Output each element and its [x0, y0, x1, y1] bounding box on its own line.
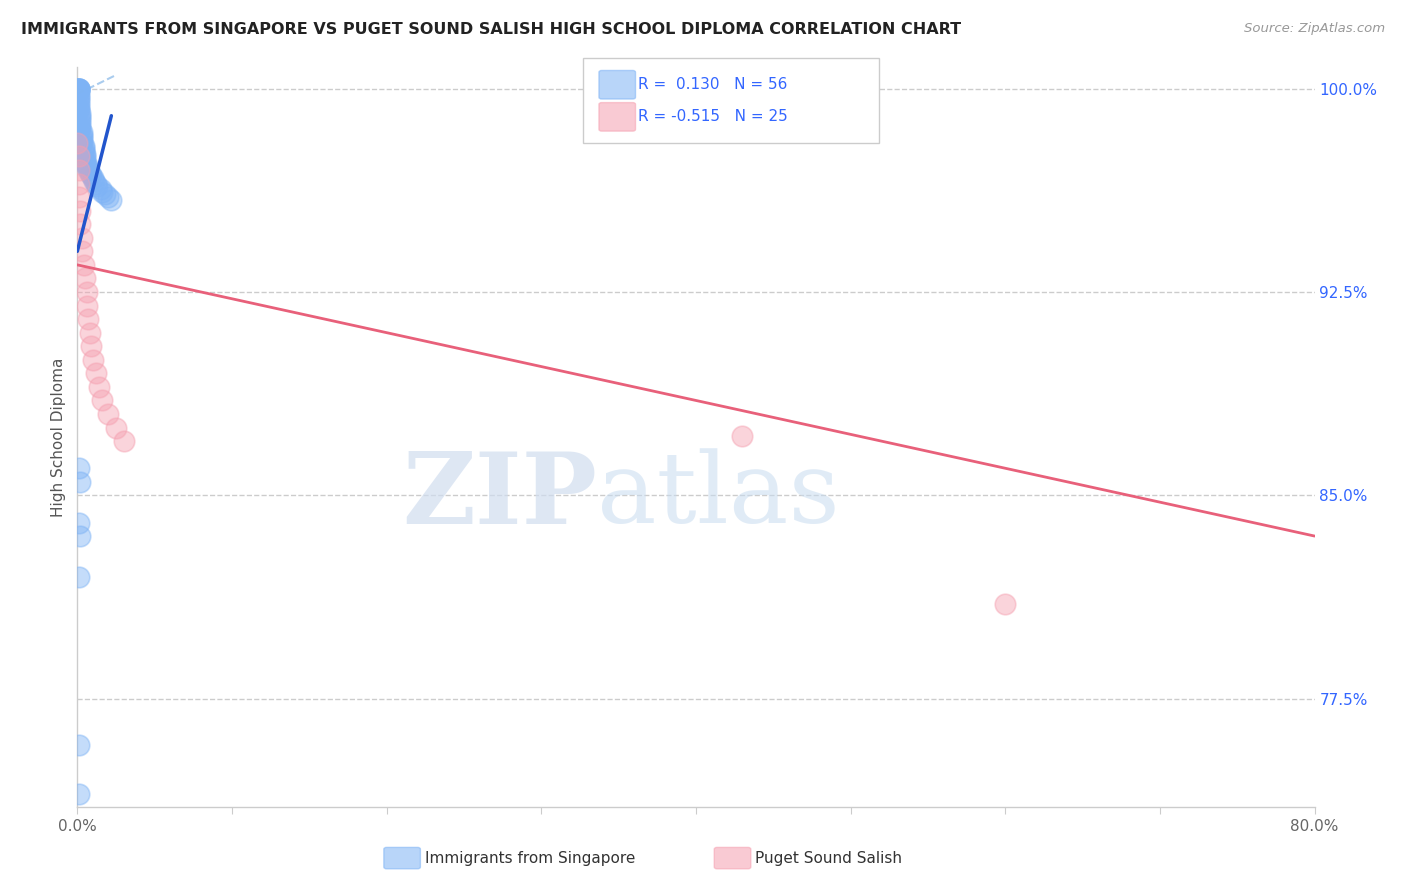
- Point: [67, 81, 90, 95]
- Point: [66, 81, 89, 95]
- Text: Puget Sound Salish: Puget Sound Salish: [755, 851, 903, 865]
- Point: [66, 136, 89, 150]
- Point: [69, 475, 91, 489]
- Point: [70, 128, 93, 142]
- Point: [112, 434, 135, 449]
- Point: [994, 597, 1017, 611]
- Point: [69, 122, 91, 136]
- Point: [72, 258, 94, 272]
- Point: [69, 529, 91, 543]
- Point: [97, 190, 120, 204]
- Point: [75, 146, 96, 161]
- Point: [67, 101, 90, 115]
- Point: [76, 160, 98, 174]
- Point: [86, 179, 108, 194]
- Point: [76, 285, 98, 299]
- Point: [731, 428, 754, 442]
- Point: [91, 185, 114, 199]
- Point: [70, 244, 93, 259]
- Point: [67, 787, 90, 801]
- Point: [87, 380, 110, 394]
- Point: [69, 217, 91, 231]
- Point: [67, 570, 90, 584]
- Point: [75, 271, 96, 285]
- Point: [91, 393, 114, 408]
- Point: [79, 326, 101, 340]
- Point: [67, 81, 90, 95]
- Point: [69, 203, 91, 218]
- Text: R = -0.515   N = 25: R = -0.515 N = 25: [638, 110, 789, 124]
- Text: atlas: atlas: [598, 449, 839, 544]
- Point: [67, 149, 90, 163]
- Point: [67, 87, 90, 101]
- Point: [67, 461, 90, 475]
- Point: [76, 157, 98, 171]
- Point: [75, 149, 96, 163]
- Point: [79, 166, 101, 180]
- Point: [82, 352, 104, 367]
- Point: [67, 103, 90, 118]
- Point: [67, 98, 90, 112]
- Point: [69, 114, 91, 128]
- Point: [70, 136, 93, 150]
- Point: [83, 174, 105, 188]
- Point: [72, 141, 94, 155]
- Point: [66, 81, 89, 95]
- Point: [67, 95, 90, 110]
- Point: [77, 163, 100, 178]
- Point: [67, 163, 90, 178]
- Y-axis label: High School Diploma: High School Diploma: [51, 358, 66, 516]
- Point: [70, 125, 93, 139]
- Point: [105, 420, 127, 434]
- Point: [97, 407, 120, 421]
- Point: [94, 187, 117, 202]
- Point: [69, 112, 91, 126]
- Text: R =  0.130   N = 56: R = 0.130 N = 56: [638, 78, 787, 92]
- Text: Immigrants from Singapore: Immigrants from Singapore: [425, 851, 636, 865]
- Point: [67, 92, 90, 106]
- Text: ZIP: ZIP: [402, 448, 598, 545]
- Point: [82, 171, 104, 186]
- Point: [69, 120, 91, 134]
- Point: [70, 231, 93, 245]
- Point: [72, 138, 94, 153]
- Point: [70, 133, 93, 147]
- Point: [67, 190, 90, 204]
- Point: [67, 81, 90, 95]
- Point: [90, 182, 111, 196]
- Point: [67, 89, 90, 103]
- Point: [75, 154, 96, 169]
- Point: [72, 144, 94, 158]
- Point: [67, 81, 90, 95]
- Point: [84, 367, 107, 381]
- Point: [66, 81, 89, 95]
- Point: [75, 152, 96, 166]
- Point: [69, 106, 91, 120]
- Point: [80, 339, 103, 353]
- Point: [84, 177, 107, 191]
- Point: [76, 299, 98, 313]
- Point: [67, 177, 90, 191]
- Text: IMMIGRANTS FROM SINGAPORE VS PUGET SOUND SALISH HIGH SCHOOL DIPLOMA CORRELATION : IMMIGRANTS FROM SINGAPORE VS PUGET SOUND…: [21, 22, 962, 37]
- Point: [67, 84, 90, 98]
- Point: [67, 81, 90, 95]
- Point: [69, 117, 91, 131]
- Point: [100, 193, 122, 207]
- Point: [80, 169, 103, 183]
- Text: Source: ZipAtlas.com: Source: ZipAtlas.com: [1244, 22, 1385, 36]
- Point: [69, 109, 91, 123]
- Point: [70, 130, 93, 145]
- Point: [77, 312, 100, 326]
- Point: [67, 738, 90, 752]
- Point: [67, 516, 90, 530]
